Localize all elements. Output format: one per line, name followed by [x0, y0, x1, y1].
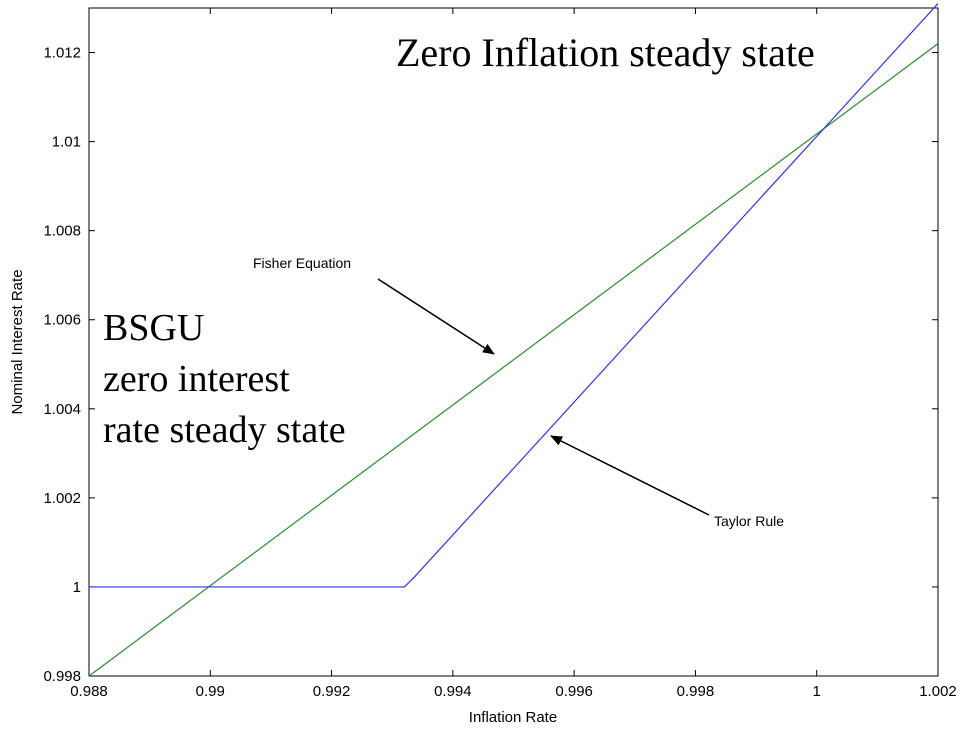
y-axis-ticks: 0.998 1 1.002 1.004 1.006 1.008 1.01 1.012	[43, 45, 938, 685]
y-tick-label: 1	[73, 579, 81, 596]
y-tick-label: 1.004	[43, 401, 81, 418]
plot-area	[88, 7, 939, 677]
x-tick-label: 0.99	[196, 683, 225, 700]
y-tick-label: 1.01	[52, 134, 81, 151]
x-axis-label: Inflation Rate	[469, 709, 557, 726]
taylor-arrow	[550, 435, 710, 516]
x-tick-label: 0.994	[434, 683, 472, 700]
y-tick-label: 1.008	[43, 223, 81, 240]
y-tick-label: 1.012	[43, 45, 81, 62]
y-tick-label: 1.002	[43, 490, 81, 507]
annotation-zero-inflation: Zero Inflation steady state	[396, 30, 815, 75]
series-line-blue	[89, 3, 939, 588]
annotation-bsgu-line-3: rate steady state	[103, 409, 346, 451]
y-axis-label: Nominal Interest Rate	[9, 269, 26, 414]
series-layer	[88, 3, 939, 677]
x-axis-ticks: 0.988 0.99 0.992 0.994 0.996 0.998 1 1.002	[70, 8, 957, 700]
annotation-bsgu-line-1: BSGU	[103, 307, 204, 349]
series-line-green	[88, 43, 939, 677]
x-tick-label: 1	[813, 683, 821, 700]
annotation-taylor-label: Taylor Rule	[714, 513, 784, 529]
y-tick-label: 0.998	[43, 668, 81, 685]
annotation-fisher-label: Fisher Equation	[253, 255, 351, 271]
y-tick-label: 1.006	[43, 312, 81, 329]
annotation-bsgu-line-2: zero interest	[103, 358, 290, 400]
annotation-layer: Zero Inflation steady state BSGU zero in…	[103, 30, 815, 529]
fisher-arrow	[377, 278, 495, 355]
x-tick-label: 0.992	[313, 683, 351, 700]
x-tick-label: 0.988	[70, 683, 108, 700]
x-tick-label: 0.998	[677, 683, 715, 700]
x-tick-label: 1.002	[919, 683, 957, 700]
x-tick-label: 0.996	[555, 683, 593, 700]
